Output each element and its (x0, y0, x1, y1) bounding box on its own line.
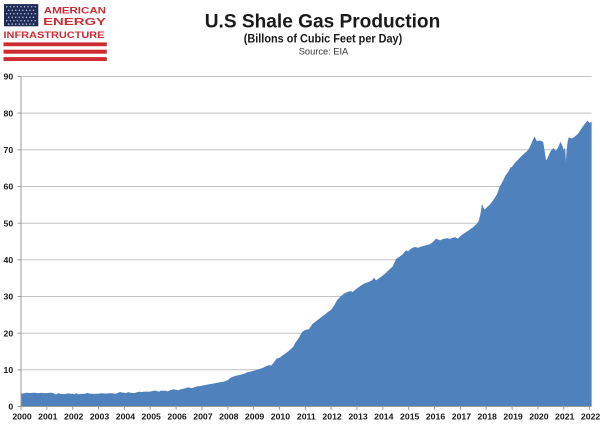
svg-text:2010: 2010 (271, 412, 290, 422)
svg-text:2020: 2020 (529, 412, 548, 422)
svg-text:2012: 2012 (322, 412, 341, 422)
svg-text:40: 40 (4, 255, 14, 265)
svg-text:2017: 2017 (452, 412, 471, 422)
svg-text:Source: EIA: Source: EIA (299, 46, 349, 57)
svg-text:0: 0 (8, 402, 13, 412)
svg-text:2004: 2004 (116, 412, 135, 422)
svg-text:(Billons of Cubic Feet per Day: (Billons of Cubic Feet per Day) (244, 33, 403, 46)
svg-text:AMERICAN: AMERICAN (44, 6, 106, 16)
svg-text:2003: 2003 (90, 412, 109, 422)
svg-text:2009: 2009 (245, 412, 264, 422)
svg-text:70: 70 (4, 145, 14, 155)
svg-text:2018: 2018 (478, 412, 497, 422)
svg-text:90: 90 (4, 72, 14, 82)
svg-text:50: 50 (4, 218, 14, 228)
svg-text:2005: 2005 (142, 412, 161, 422)
svg-text:2013: 2013 (348, 412, 367, 422)
svg-text:2008: 2008 (219, 412, 238, 422)
svg-text:10: 10 (4, 365, 14, 375)
svg-text:80: 80 (4, 108, 14, 118)
svg-text:2007: 2007 (193, 412, 212, 422)
svg-text:2001: 2001 (38, 412, 57, 422)
svg-text:2011: 2011 (297, 412, 316, 422)
svg-text:2015: 2015 (400, 412, 419, 422)
svg-text:30: 30 (4, 292, 14, 302)
svg-text:ENERGY: ENERGY (43, 17, 107, 28)
svg-text:2019: 2019 (503, 412, 522, 422)
svg-text:2016: 2016 (426, 412, 445, 422)
svg-text:60: 60 (4, 182, 14, 192)
svg-text:2000: 2000 (12, 412, 31, 422)
svg-text:2022: 2022 (581, 412, 600, 422)
svg-text:2002: 2002 (64, 412, 83, 422)
svg-text:INFRASTRUCTURE: INFRASTRUCTURE (4, 30, 105, 40)
svg-text:2021: 2021 (555, 412, 574, 422)
svg-text:20: 20 (4, 328, 14, 338)
svg-text:2006: 2006 (167, 412, 186, 422)
svg-text:U.S Shale Gas Production: U.S Shale Gas Production (205, 10, 441, 32)
svg-text:2014: 2014 (374, 412, 393, 422)
